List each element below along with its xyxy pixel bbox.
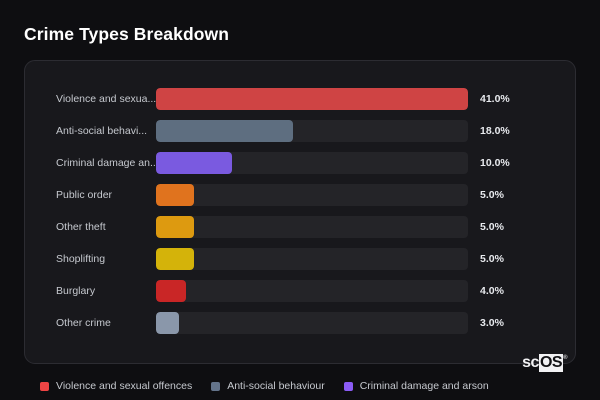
- bar-value-label: 4.0%: [480, 285, 504, 297]
- legend-item[interactable]: Criminal damage and arson: [343, 380, 489, 392]
- bar-track: [156, 184, 468, 206]
- legend-label: Anti-social behaviour: [227, 380, 325, 392]
- legend-item[interactable]: Anti-social behaviour: [211, 380, 325, 392]
- bar-track: [156, 120, 468, 142]
- bar-value-label: 5.0%: [480, 189, 504, 201]
- bar-row: Other crime 3.0%: [25, 307, 575, 339]
- legend-label: Criminal damage and arson: [359, 380, 489, 392]
- bar-fill[interactable]: [156, 248, 195, 270]
- bar-value-label: 18.0%: [480, 125, 510, 137]
- bar-category-label: Shoplifting: [56, 253, 106, 265]
- bar-track: [156, 216, 468, 238]
- bar-row: Criminal damage an... 10.0%: [25, 147, 575, 179]
- bar-fill[interactable]: [156, 312, 179, 334]
- bar-track: [156, 88, 468, 110]
- bar-chart: Violence and sexua... 41.0% Anti-social be…: [25, 83, 575, 339]
- chart-card: Violence and sexua... 41.0% Anti-social be…: [24, 60, 576, 372]
- legend-item[interactable]: Violence and sexual offences: [40, 380, 192, 392]
- legend-label: Violence and sexual offences: [56, 380, 193, 392]
- bar-row: Other theft 5.0%: [25, 211, 575, 243]
- legend-color-swatch: [343, 381, 353, 391]
- bar-value-label: 41.0%: [480, 93, 510, 105]
- bar-track: [156, 152, 468, 174]
- bar-category-label: Public order: [56, 189, 113, 201]
- page-title: Crime Types Breakdown: [24, 24, 230, 44]
- bar-track: [156, 312, 468, 334]
- bar-fill[interactable]: [156, 280, 187, 302]
- legend-color-swatch: [211, 381, 221, 391]
- bar-value-label: 10.0%: [480, 157, 510, 169]
- bar-fill[interactable]: [156, 216, 195, 238]
- bar-fill[interactable]: [156, 152, 233, 174]
- bar-track: [156, 280, 468, 302]
- bar-category-label: Anti-social behavi...: [56, 125, 148, 137]
- bar-row: Anti-social behavi... 18.0%: [25, 115, 575, 147]
- bar-category-label: Criminal damage an...: [56, 157, 156, 169]
- bar-value-label: 3.0%: [480, 317, 504, 329]
- bar-value-label: 5.0%: [480, 253, 504, 265]
- watermark-os-text: OS: [538, 354, 564, 372]
- bar-value-label: 5.0%: [480, 221, 504, 233]
- bar-category-label: Other crime: [56, 317, 111, 329]
- bar-category-label: Burglary: [56, 285, 96, 297]
- bar-category-label: Other theft: [56, 221, 106, 233]
- bar-fill[interactable]: [156, 184, 195, 206]
- chart-legend: Violence and sexual offences Anti-social …: [40, 380, 489, 392]
- bar-row: Public order 5.0%: [25, 179, 575, 211]
- bar-row: Shoplifting 5.0%: [25, 243, 575, 275]
- registered-trademark-icon: ®: [563, 355, 567, 361]
- legend-color-swatch: [40, 381, 49, 391]
- bar-track: [156, 248, 468, 270]
- bar-row: Violence and sexua... 41.0%: [25, 83, 575, 115]
- bar-fill[interactable]: [156, 88, 468, 110]
- scos-watermark: sc OS ®: [522, 354, 567, 372]
- bar-category-label: Violence and sexua...: [56, 93, 156, 105]
- bar-row: Burglary 4.0%: [25, 275, 575, 307]
- bar-fill[interactable]: [156, 120, 293, 142]
- watermark-sc-text: sc: [522, 354, 539, 371]
